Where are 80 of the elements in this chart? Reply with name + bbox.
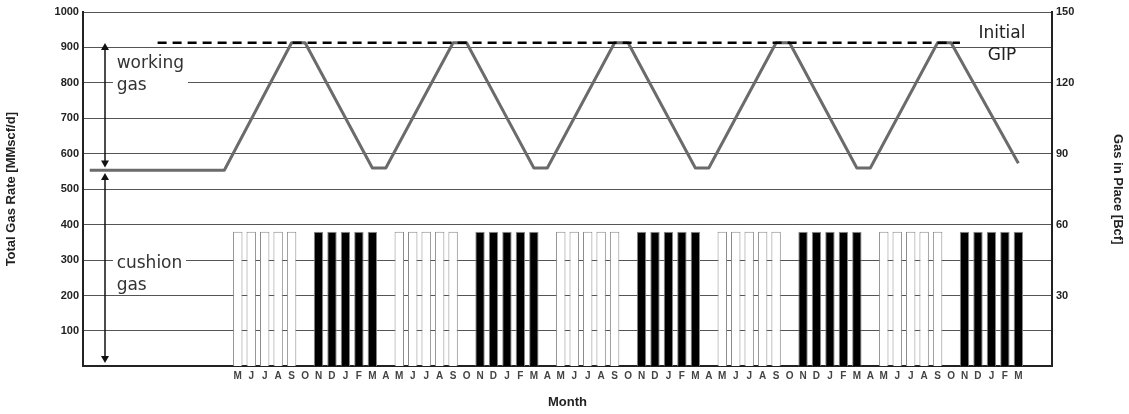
x-tick-label: J [907, 370, 914, 382]
x-tick-label: J [409, 370, 416, 382]
x-tick-label: D [812, 370, 821, 382]
x-tick-label: M [879, 370, 888, 382]
x-tick-label: J [342, 370, 349, 382]
x-tick-label: O [947, 370, 956, 382]
x-tick-label: J [988, 370, 995, 382]
x-tick-label: O [301, 370, 310, 382]
x-tick-label: S [934, 370, 942, 382]
x-tick-label: J [423, 370, 429, 382]
x-axis-title: Month [548, 393, 588, 409]
x-tick-label: N [960, 370, 969, 382]
x-tick-label: S [449, 370, 457, 382]
x-tick-label: M [395, 370, 404, 382]
y2-tick-label: 30 [1056, 288, 1069, 301]
ref-line-label: Initial GIP [978, 21, 1026, 64]
y-axis-title: Total Gas Rate [MMscf/d] [3, 112, 19, 267]
x-tick-label: S [772, 370, 780, 382]
x-tick-label: J [571, 370, 578, 382]
x-tick-label: M [529, 370, 539, 382]
x-tick-label: M [556, 370, 565, 382]
x-tick-label: D [328, 370, 336, 382]
x-tick-label: D [974, 370, 982, 382]
x-tick-label: A [436, 370, 444, 382]
x-tick-label: M [691, 370, 700, 382]
y-tick-label: 700 [60, 111, 79, 124]
x-tick-label: S [288, 370, 296, 382]
y-tick-label: 900 [60, 40, 79, 53]
x-tick-label: A [274, 370, 282, 382]
y-tick-label: 600 [60, 146, 79, 159]
x-tick-label: F [840, 370, 847, 382]
x-tick-label: O [785, 370, 794, 382]
x-tick-label: M [718, 370, 727, 382]
x-tick-label: J [584, 370, 591, 382]
x-tick-label: M [1014, 370, 1023, 382]
x-tick-label: M [852, 370, 862, 382]
x-tick-label: D [651, 370, 659, 382]
y2-tick-label: 150 [1056, 5, 1075, 18]
x-tick-label: A [543, 370, 551, 382]
y-tick-label: 500 [60, 182, 79, 195]
x-tick-label: J [665, 370, 672, 382]
x-tick-label: O [462, 370, 471, 382]
y-tick-label: 300 [60, 253, 79, 266]
x-tick-label: J [504, 370, 510, 382]
y2-axis-title: Gas in Place [Bcf] [1110, 133, 1126, 245]
x-tick-label: A [759, 370, 767, 382]
x-tick-label: M [368, 370, 377, 382]
x-tick-label: A [597, 370, 605, 382]
x-tick-label: N [476, 370, 484, 382]
x-tick-label: D [489, 370, 498, 382]
x-tick-label: O [624, 370, 633, 382]
annotation: cushion gas [116, 251, 183, 296]
y2-tick-label: 120 [1056, 75, 1075, 88]
x-tick-label: M [233, 370, 242, 382]
x-tick-label: N [637, 370, 646, 382]
y-tick-label: 1000 [54, 5, 79, 18]
x-tick-label: F [355, 370, 362, 382]
x-tick-label: N [799, 370, 807, 382]
x-tick-label: J [746, 370, 752, 382]
x-tick-label: A [705, 370, 713, 382]
x-tick-label: F [517, 370, 524, 382]
x-tick-label: A [920, 370, 928, 382]
y-tick-label: 400 [60, 217, 79, 230]
x-tick-label: J [732, 370, 739, 382]
x-tick-label: N [314, 370, 323, 382]
y-tick-label: 200 [60, 288, 79, 301]
y2-tick-label: 90 [1056, 146, 1069, 159]
y2-tick-label: 60 [1056, 217, 1069, 230]
x-tick-label: A [866, 370, 874, 382]
y-tick-label: 100 [60, 323, 79, 336]
x-tick-label: J [827, 370, 833, 382]
x-tick-label: F [1001, 370, 1008, 382]
x-tick-label: J [261, 370, 268, 382]
x-tick-label: A [382, 370, 390, 382]
x-tick-label: J [248, 370, 255, 382]
y-tick-label: 800 [60, 75, 79, 88]
x-tick-label: J [894, 370, 901, 382]
annotation: working gas [116, 51, 185, 95]
x-tick-label: S [611, 370, 619, 382]
x-tick-label: F [678, 370, 685, 382]
